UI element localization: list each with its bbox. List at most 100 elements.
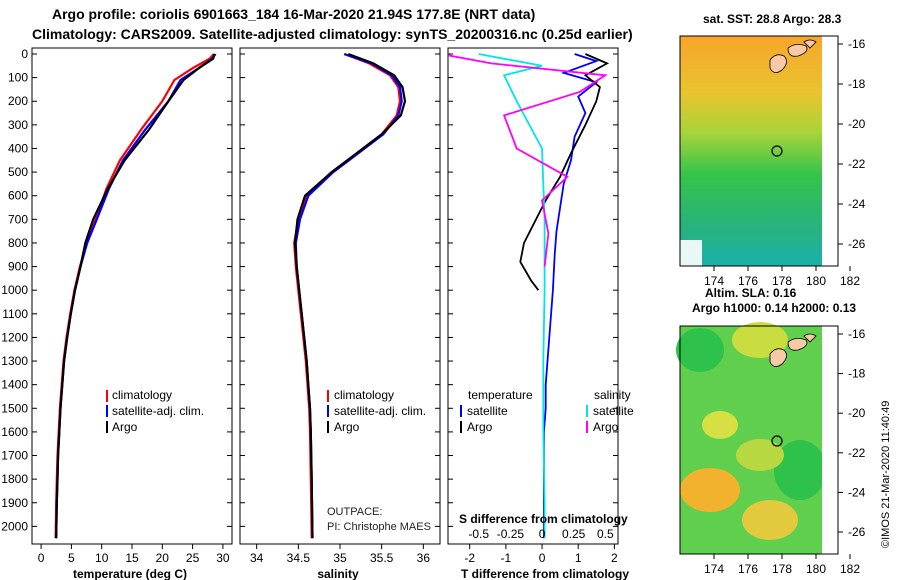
depth-tick-label: 1600 xyxy=(1,425,28,439)
depth-tick-label: 1000 xyxy=(1,283,28,297)
difference-legend: temperature salinity satellite Argo sate… xyxy=(459,388,634,526)
sst-map-title: sat. SST: 28.8 Argo: 28.3 xyxy=(703,12,842,26)
outpace-annotation: OUTPACE: xyxy=(327,506,382,518)
legend-s-satellite: satellite xyxy=(593,404,634,418)
x-tick-label: 2 xyxy=(611,551,618,565)
map-x-tick-label: 174 xyxy=(704,274,724,288)
depth-tick-label: 0 xyxy=(21,47,28,61)
sla-map-title: Altim. SLA: 0.16 xyxy=(705,286,797,300)
map-y-tick-label: -18 xyxy=(848,367,866,381)
temperature-xlabel: temperature (deg C) xyxy=(73,567,187,580)
depth-tick-label: 900 xyxy=(8,260,28,274)
map-x-tick-label: 174 xyxy=(704,562,724,576)
map-x-tick-label: 178 xyxy=(772,274,792,288)
depth-tick-label: 1300 xyxy=(1,354,28,368)
top-x-tick-label: 0 xyxy=(539,527,546,541)
x-tick-label: -2 xyxy=(464,551,475,565)
temperature-legend: climatology satellite-adj. clim. Argo xyxy=(106,388,204,434)
map-x-tick-label: 182 xyxy=(840,562,860,576)
depth-tick-label: 1500 xyxy=(1,401,28,415)
series-group xyxy=(293,52,407,539)
depth-tick-label: 400 xyxy=(8,141,28,155)
x-tick-label: -1 xyxy=(501,551,512,565)
series-line-argo xyxy=(293,52,407,539)
x-tick-label: 1 xyxy=(575,551,582,565)
legend-satellite-adj: satellite-adj. clim. xyxy=(112,404,204,418)
map-y-tick-label: -22 xyxy=(848,157,866,171)
legend-climatology: climatology xyxy=(112,388,172,402)
x-tick-label: 5 xyxy=(68,551,75,565)
depth-tick-label: 1800 xyxy=(1,472,28,486)
map-y-tick-label: -26 xyxy=(848,525,866,539)
depth-tick-label: 300 xyxy=(8,118,28,132)
x-tick-label: 20 xyxy=(156,551,170,565)
x-tick-label: 15 xyxy=(125,551,139,565)
argo-float-marker xyxy=(771,435,783,447)
sst-map: -16 -18 -20 -22 -24 -26 174 176 178 180 182 xyxy=(679,35,866,288)
map-y-tick-label: -18 xyxy=(848,77,866,91)
map-x-tick-label: 176 xyxy=(738,562,758,576)
x-tick-label: 35.5 xyxy=(370,551,394,565)
depth-tick-label: 500 xyxy=(8,165,28,179)
salinity-legend: climatology satellite-adj. clim. Argo OU… xyxy=(327,388,431,533)
depth-tick-label: 700 xyxy=(8,212,28,226)
top-x-tick-label: 0.5 xyxy=(597,527,614,541)
chart-title-line1: Argo profile: coriolis 6901663_184 16-Ma… xyxy=(52,6,536,22)
temperature-panel xyxy=(31,47,233,545)
legend-t-argo: Argo xyxy=(467,420,493,434)
map-y-tick-label: -24 xyxy=(848,485,866,499)
depth-tick-label: 1700 xyxy=(1,449,28,463)
salinity-panel xyxy=(239,47,441,545)
map-x-tick-label: 180 xyxy=(806,562,826,576)
difference-panel xyxy=(447,47,619,545)
imos-credit: ©IMOS 21-Mar-2020 11:40:49 xyxy=(880,400,892,548)
series-line-s-argo xyxy=(448,54,608,267)
map-y-tick-label: -22 xyxy=(848,446,866,460)
series-line-argo xyxy=(55,53,216,539)
depth-tick-label: 1900 xyxy=(1,496,28,510)
depth-tick-label: 100 xyxy=(8,71,28,85)
map-y-tick-label: -24 xyxy=(848,197,866,211)
legend-climatology: climatology xyxy=(334,388,394,402)
map-y-tick-label: -20 xyxy=(848,406,866,420)
x-tick-label: 10 xyxy=(95,551,109,565)
map-y-tick-label: -20 xyxy=(848,117,866,131)
x-tick-label: 34.5 xyxy=(287,551,311,565)
legend-argo: Argo xyxy=(334,420,360,434)
legend-argo: Argo xyxy=(112,420,138,434)
map-y-tick-label: -26 xyxy=(848,237,866,251)
depth-tick-label: 1100 xyxy=(2,307,28,321)
series-line-t-argo xyxy=(519,53,610,291)
depth-tick-label: 200 xyxy=(8,94,28,108)
x-tick-label: 25 xyxy=(186,551,200,565)
map-x-tick-label: 178 xyxy=(772,562,792,576)
map-x-tick-label: 182 xyxy=(840,274,860,288)
series-group xyxy=(54,53,217,539)
argo-float-marker xyxy=(771,145,783,157)
fiji-island xyxy=(769,333,817,367)
x-tick-label: 0 xyxy=(539,551,546,565)
depth-tick-label: 600 xyxy=(8,189,28,203)
series-line-s-satellite xyxy=(478,53,546,539)
series-group xyxy=(448,53,610,539)
depth-tick-label: 800 xyxy=(8,236,28,250)
legend-t-satellite: satellite xyxy=(467,404,508,418)
x-tick-label: 34 xyxy=(250,551,264,565)
x-tick-label: 35 xyxy=(333,551,347,565)
legend-title-salinity: salinity xyxy=(594,388,631,402)
sla-map-subtitle: Argo h1000: 0.14 h2000: 0.13 xyxy=(692,301,857,315)
series-line-t-satellite xyxy=(543,53,600,539)
legend-s-argo: Argo xyxy=(593,420,619,434)
sla-map: -16 -18 -20 -22 -24 -26 174 176 178 180 182 xyxy=(676,322,866,576)
pi-annotation: PI: Christophe MAES xyxy=(327,521,431,533)
depth-tick-label: 1400 xyxy=(1,378,28,392)
legend-title-temperature: temperature xyxy=(468,388,533,402)
depth-tick-label: 2000 xyxy=(1,519,28,533)
difference-xlabel: T difference from climatology xyxy=(461,567,629,580)
map-y-tick-label: -16 xyxy=(848,327,866,341)
map-y-tick-label: -16 xyxy=(848,37,866,51)
map-x-tick-label: 180 xyxy=(806,274,826,288)
map-x-tick-label: 176 xyxy=(738,274,758,288)
top-x-tick-label: 0.25 xyxy=(562,527,586,541)
top-x-tick-label: -0.5 xyxy=(468,527,489,541)
